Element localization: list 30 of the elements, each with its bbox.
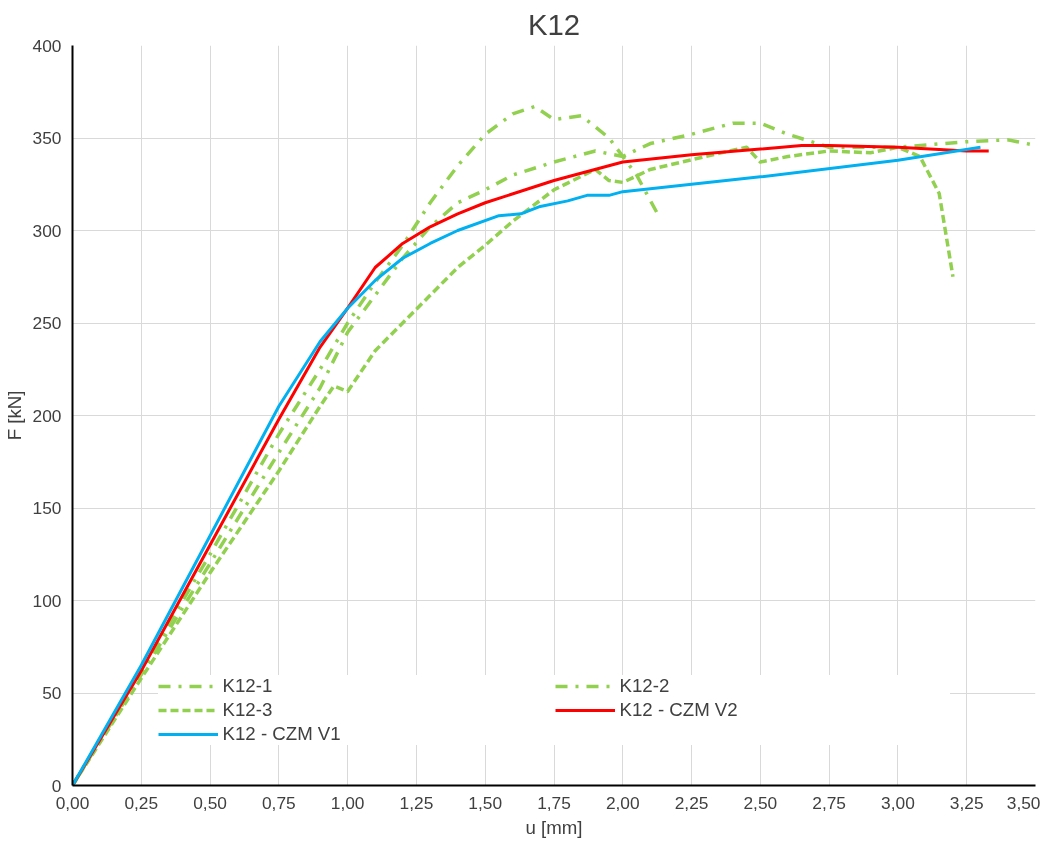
y-tick-label: 250 <box>32 313 62 333</box>
x-tick-label: 0,75 <box>261 792 296 813</box>
y-tick-label: 50 <box>42 683 62 703</box>
legend-label: K12-3 <box>222 699 274 721</box>
x-tick-label: 2,00 <box>605 792 640 813</box>
x-tick-label: 1,75 <box>537 792 571 813</box>
y-tick-label: 100 <box>32 590 62 611</box>
legend-label: K12-1 <box>222 675 274 697</box>
x-tick-label: 1,00 <box>330 792 365 813</box>
legend-label: K12-2 <box>619 675 671 697</box>
x-tick-label: 0,50 <box>193 792 227 813</box>
y-axis-title: F [kN] <box>3 390 25 441</box>
legend-label: K12 - CZM V2 <box>619 699 739 721</box>
y-tick-label: 350 <box>32 128 62 148</box>
legend-label: K12 - CZM V1 <box>222 723 342 745</box>
x-tick-label: 2,25 <box>674 792 709 813</box>
x-axis-title: u [mm] <box>525 816 583 838</box>
x-tick-label: 1,25 <box>399 792 434 813</box>
x-tick-label: 0,25 <box>124 792 159 813</box>
x-tick-label: 2,75 <box>812 792 847 813</box>
y-tick-label: 400 <box>32 35 62 56</box>
chart-title: K12 <box>527 7 581 41</box>
x-tick-label: 3,25 <box>949 792 984 813</box>
x-tick-label: 3,00 <box>881 792 915 813</box>
x-tick-label: 1,50 <box>468 792 503 813</box>
y-tick-label: 300 <box>32 220 62 241</box>
y-tick-label: 200 <box>32 405 62 426</box>
y-tick-label: 150 <box>32 498 62 518</box>
x-tick-label: 2,50 <box>743 792 778 813</box>
x-tick-label: 3,50 <box>1006 792 1041 813</box>
